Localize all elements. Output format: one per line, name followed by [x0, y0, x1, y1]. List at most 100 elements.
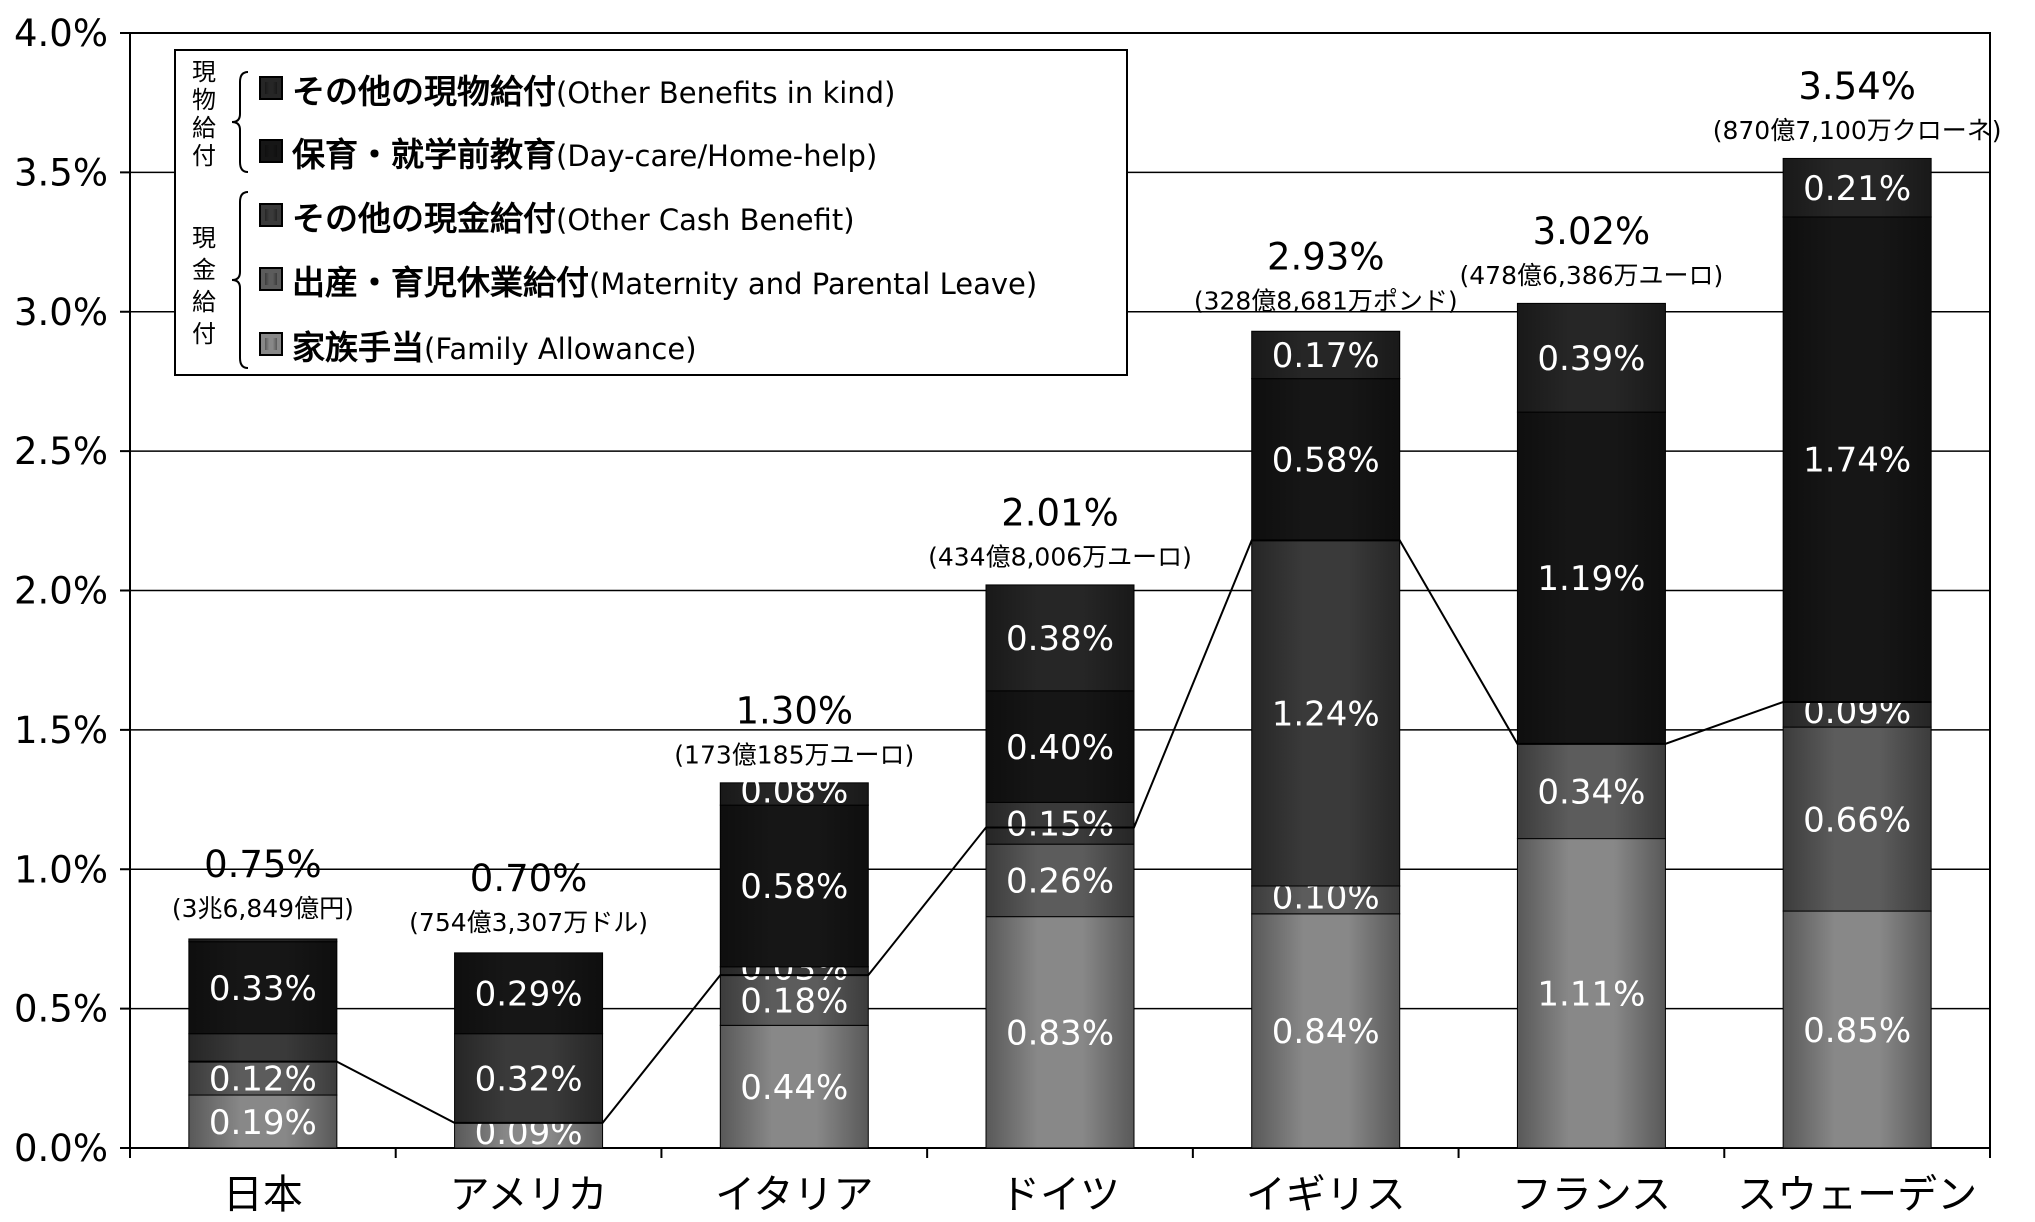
legend-label-ja: 保育・就学前教育 [292, 135, 556, 174]
bar-segment-shade [454, 952, 603, 1034]
y-tick-label: 1.0% [14, 848, 108, 891]
category-label: アメリカ [450, 1172, 608, 1218]
bar-segment-shade [1783, 702, 1932, 728]
bar-segment-shade [188, 1033, 337, 1062]
legend-label: 出産・育児休業給付(Maternity and Parental Leave) [292, 263, 1037, 302]
segment-label: 0.21% [1803, 169, 1911, 209]
local-amount-label: (754億3,307万ドル) [409, 908, 648, 937]
y-tick-label: 0.5% [14, 988, 108, 1031]
segment-label: 0.17% [1272, 336, 1380, 376]
bar-segment-shade [986, 916, 1134, 1148]
category-label: ドイツ [1000, 1172, 1120, 1218]
legend-label-ja: 出産・育児休業給付 [292, 263, 589, 302]
connector-path [188, 539, 1932, 1124]
bar-segment-shade [1251, 540, 1400, 886]
legend-bracket [231, 71, 249, 173]
y-tick-label: 2.5% [14, 430, 108, 473]
legend-label: その他の現金給付(Other Cash Benefit) [292, 199, 855, 238]
legend-label-en: (Other Benefits in kind) [556, 76, 895, 110]
total-label: 1.30% [736, 690, 854, 733]
segment-label: 0.84% [1272, 1012, 1380, 1052]
legend-group-char: 金 [192, 256, 216, 284]
legend-label: 家族手当(Family Allowance) [292, 328, 697, 367]
legend-swatch-shade [265, 273, 277, 285]
segment-label: 0.26% [1006, 862, 1114, 902]
bar-segment-shade [454, 1122, 603, 1148]
legend-label-ja: 家族手当 [292, 328, 424, 367]
category-label: フランス [1512, 1172, 1671, 1218]
segment-label: 0.08% [740, 772, 848, 812]
total-label: 3.02% [1533, 210, 1651, 253]
bar-segment-shade [1783, 727, 1932, 912]
bar-segment-shade [1517, 303, 1666, 413]
bar-segment-shade [1783, 911, 1932, 1148]
segment-label: 0.40% [1006, 728, 1114, 768]
legend-label-en: (Other Cash Benefit) [556, 203, 855, 237]
legend-swatch-shade [265, 145, 277, 157]
segment-label: 0.66% [1803, 800, 1911, 840]
segment-label: 0.34% [1537, 772, 1645, 812]
bar-segment-shade [1251, 331, 1400, 379]
category-label: イギリス [1246, 1172, 1406, 1218]
segment-label: 1.11% [1537, 975, 1645, 1015]
y-tick-label: 3.0% [14, 291, 108, 334]
segment-label: 0.44% [740, 1068, 848, 1108]
bars: 0.19%0.12%0.33%0.09%0.32%0.29%0.44%0.18%… [188, 157, 1932, 1153]
segment-label: 0.19% [209, 1103, 317, 1143]
bar-segment-shade [720, 805, 869, 967]
segment-label: 1.24% [1272, 694, 1380, 734]
total-label: 0.70% [470, 857, 588, 900]
legend-label: 保育・就学前教育(Day-care/Home-help) [292, 135, 877, 174]
segment-label: 0.58% [1272, 441, 1380, 481]
bar-segment-shade [1251, 913, 1400, 1148]
y-tick-label: 4.0% [14, 12, 108, 55]
segment-label: 0.15% [1006, 804, 1114, 844]
legend-swatch-shade [265, 82, 277, 94]
segment-label: 0.83% [1006, 1014, 1114, 1054]
local-amount-label: (870億7,100万クローネ) [1713, 116, 2002, 145]
local-amount-label: (434億8,006万ユーロ) [928, 543, 1192, 572]
bar-segment-shade [1517, 412, 1666, 744]
segment-label: 0.29% [475, 975, 583, 1015]
bar-segment-shade [1783, 158, 1932, 217]
y-tick-label: 1.5% [14, 709, 108, 752]
local-amount-label: (478億6,386万ユーロ) [1460, 261, 1724, 290]
legend-label-ja: その他の現物給付 [292, 72, 556, 111]
bar-segment-shade [720, 782, 869, 806]
legend-bracket [231, 191, 249, 369]
segment-label: 0.85% [1803, 1011, 1911, 1051]
local-amount-label: (328億8,681万ポンド) [1194, 286, 1458, 315]
x-axis: 日本 アメリカ イタリア ドイツ イギリス フランス スウェーデン [129, 1148, 1991, 1218]
legend-group-label: 現物給付 [192, 58, 216, 170]
legend: その他の現物給付(Other Benefits in kind)保育・就学前教育… [174, 49, 1128, 376]
legend-swatch-shade [265, 209, 277, 221]
category-label: スウェーデン [1737, 1172, 1977, 1218]
legend-label-en: (Day-care/Home-help) [556, 139, 877, 173]
category-label: 日本 [223, 1172, 303, 1218]
legend-group-char: 付 [192, 320, 216, 348]
legend-label-ja: その他の現金給付 [292, 199, 556, 238]
segment-label: 0.12% [209, 1060, 317, 1100]
bar-segment-shade [986, 844, 1134, 917]
legend-label: その他の現物給付(Other Benefits in kind) [292, 72, 895, 111]
bar-segment-shade [188, 1095, 337, 1148]
bar-segment-shade [720, 975, 869, 1026]
legend-label-en: (Family Allowance) [424, 332, 697, 366]
y-tick-label: 0.0% [14, 1127, 108, 1170]
category-label: イタリア [715, 1172, 873, 1218]
legend-box [174, 49, 1128, 376]
segment-label: 0.39% [1537, 339, 1645, 379]
bar-segment-shade [720, 966, 869, 976]
local-amount-label: (3兆6,849億円) [172, 894, 354, 923]
segment-label: 0.38% [1006, 619, 1114, 659]
bar-segment-shade [1251, 378, 1400, 541]
legend-group-char: 給 [192, 288, 216, 316]
bar-segment-shade [1517, 743, 1666, 839]
legend-group-char: 付 [192, 142, 216, 170]
legend-group-label: 現金給付 [192, 224, 216, 348]
bar-segment-shade [1251, 885, 1400, 914]
segment-label: 0.33% [209, 969, 317, 1009]
legend-group-char: 物 [192, 86, 216, 114]
connector-line [188, 539, 1932, 1124]
